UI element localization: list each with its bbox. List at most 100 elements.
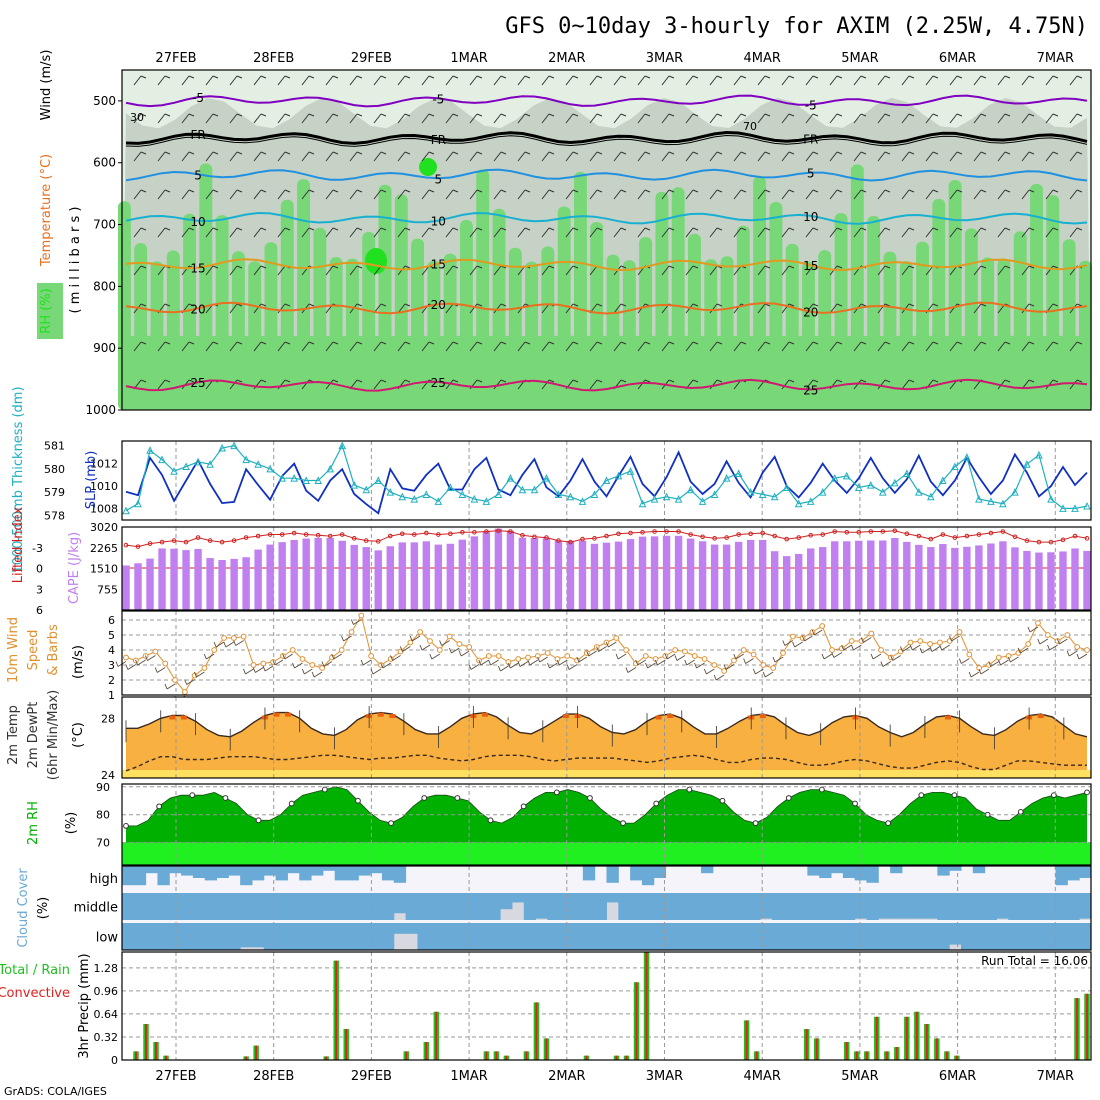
wind-speed-marker <box>250 662 257 668</box>
wind-barb <box>233 640 244 646</box>
temp2m-max-cap <box>759 714 766 719</box>
wind-tick-label: 4 <box>108 644 115 657</box>
thickness-marker <box>134 499 142 508</box>
thickness-marker <box>302 476 310 484</box>
cloud-cell <box>370 866 383 874</box>
wind-speed-marker <box>642 653 649 659</box>
upper-wind-barb <box>781 379 795 390</box>
ylabel-2m-dewpt: 2m DewPt <box>26 702 41 769</box>
upper-wind-barb <box>301 151 315 162</box>
upper-wind-barb <box>877 113 891 124</box>
upper-wind-barb <box>661 75 675 86</box>
upper-wind-barb <box>589 189 603 200</box>
upper-wind-barb <box>517 341 531 352</box>
wind-speed-marker <box>760 662 767 668</box>
upper-wind-barb <box>157 227 171 238</box>
cloud-cell <box>204 893 218 920</box>
upper-wind-barb <box>445 227 459 238</box>
cloud-cell <box>228 893 241 920</box>
wind-barb <box>360 659 372 666</box>
thickness-marker <box>206 460 214 468</box>
upper-wind-barb <box>133 189 147 200</box>
wind-barb <box>341 635 352 642</box>
upper-wind-barb <box>877 189 891 200</box>
lifted-index-marker <box>1000 529 1006 534</box>
cloud-cell <box>476 923 489 950</box>
cloud-cell <box>464 893 478 920</box>
cloud-cell <box>145 923 158 950</box>
precip-convective-bar <box>505 1055 508 1060</box>
rh2m-marker <box>918 792 925 799</box>
thickness-marker <box>458 490 467 498</box>
cloud-cell <box>251 866 265 881</box>
wind-speed-marker <box>417 629 424 635</box>
date-label-bottom: 29FEB <box>351 1069 392 1084</box>
thickness-marker <box>1047 494 1055 503</box>
upper-wind-barb <box>253 75 267 86</box>
upper-wind-barb <box>229 75 243 86</box>
lifted-index-marker <box>760 530 765 536</box>
wind-speed-marker <box>368 653 375 659</box>
rh2m-marker <box>156 803 163 810</box>
wind-barb <box>223 641 235 648</box>
temp-contour-line <box>125 130 1088 145</box>
cloud-cell <box>405 923 418 934</box>
upper-wind-barb <box>973 227 987 238</box>
lifted-index-marker <box>412 532 417 537</box>
upper-wind-barb <box>709 379 723 390</box>
upper-wind-barb <box>253 341 267 352</box>
precip-convective-bar <box>1086 993 1088 1060</box>
upper-wind-barb <box>541 265 555 276</box>
cape-bar <box>518 537 527 610</box>
cape-bar <box>879 540 887 610</box>
cloud-cell <box>949 866 962 871</box>
wind-barb <box>645 662 656 669</box>
ylabel-2m-temp: 2m Temp <box>6 705 21 765</box>
precip-convective-bar <box>915 1011 918 1060</box>
upper-wind-barb <box>181 113 195 124</box>
thickness-marker <box>242 455 250 464</box>
wind-speed-marker <box>338 647 345 653</box>
temp2m-frame <box>121 696 1092 779</box>
cape-bar <box>602 542 611 610</box>
wind-barb <box>154 667 166 673</box>
lifted-index-marker <box>339 532 345 537</box>
wind-barb <box>586 650 597 657</box>
rh-green-lower <box>122 335 1091 410</box>
wind-barb <box>929 646 941 652</box>
precip-tick-label: 0.64 <box>94 1008 119 1021</box>
cloud-cell <box>972 893 986 920</box>
date-label-top: 7MAR <box>1037 51 1074 66</box>
upper-wind-barb <box>349 189 363 200</box>
upper-wind-barb <box>901 75 915 86</box>
upper-wind-barb <box>829 113 843 124</box>
cape-bar <box>170 548 178 610</box>
upper-wind-barb <box>325 151 339 162</box>
cloud-cell <box>712 923 726 950</box>
thickness-marker <box>386 487 395 496</box>
upper-wind-barb <box>397 113 411 124</box>
upper-wind-barb <box>853 113 867 124</box>
lifted-index-marker <box>664 529 669 534</box>
upper-wind-barb <box>781 265 795 276</box>
wind-barb <box>399 646 411 652</box>
thickness-marker <box>254 460 262 468</box>
cloud-cell <box>511 893 525 903</box>
upper-wind-barb <box>877 227 891 238</box>
cape-bar <box>831 541 839 610</box>
cape-bar <box>734 541 743 610</box>
cloud-cell <box>547 923 560 950</box>
cape-bar <box>590 543 599 610</box>
wind-barb <box>468 664 480 670</box>
thickness-marker <box>1035 450 1043 459</box>
cloud-cell <box>122 893 135 920</box>
cape-tick-label: 2265 <box>90 542 118 555</box>
temp2m-max-cap <box>389 714 396 719</box>
lifted-index-marker <box>868 529 874 534</box>
wind-barb <box>145 655 156 661</box>
cloud-cell <box>890 893 903 919</box>
cloud-cell <box>925 923 938 950</box>
upper-wind-barb <box>1021 113 1035 124</box>
precip-frame <box>121 951 1092 1061</box>
wind-speed-marker <box>221 635 227 641</box>
